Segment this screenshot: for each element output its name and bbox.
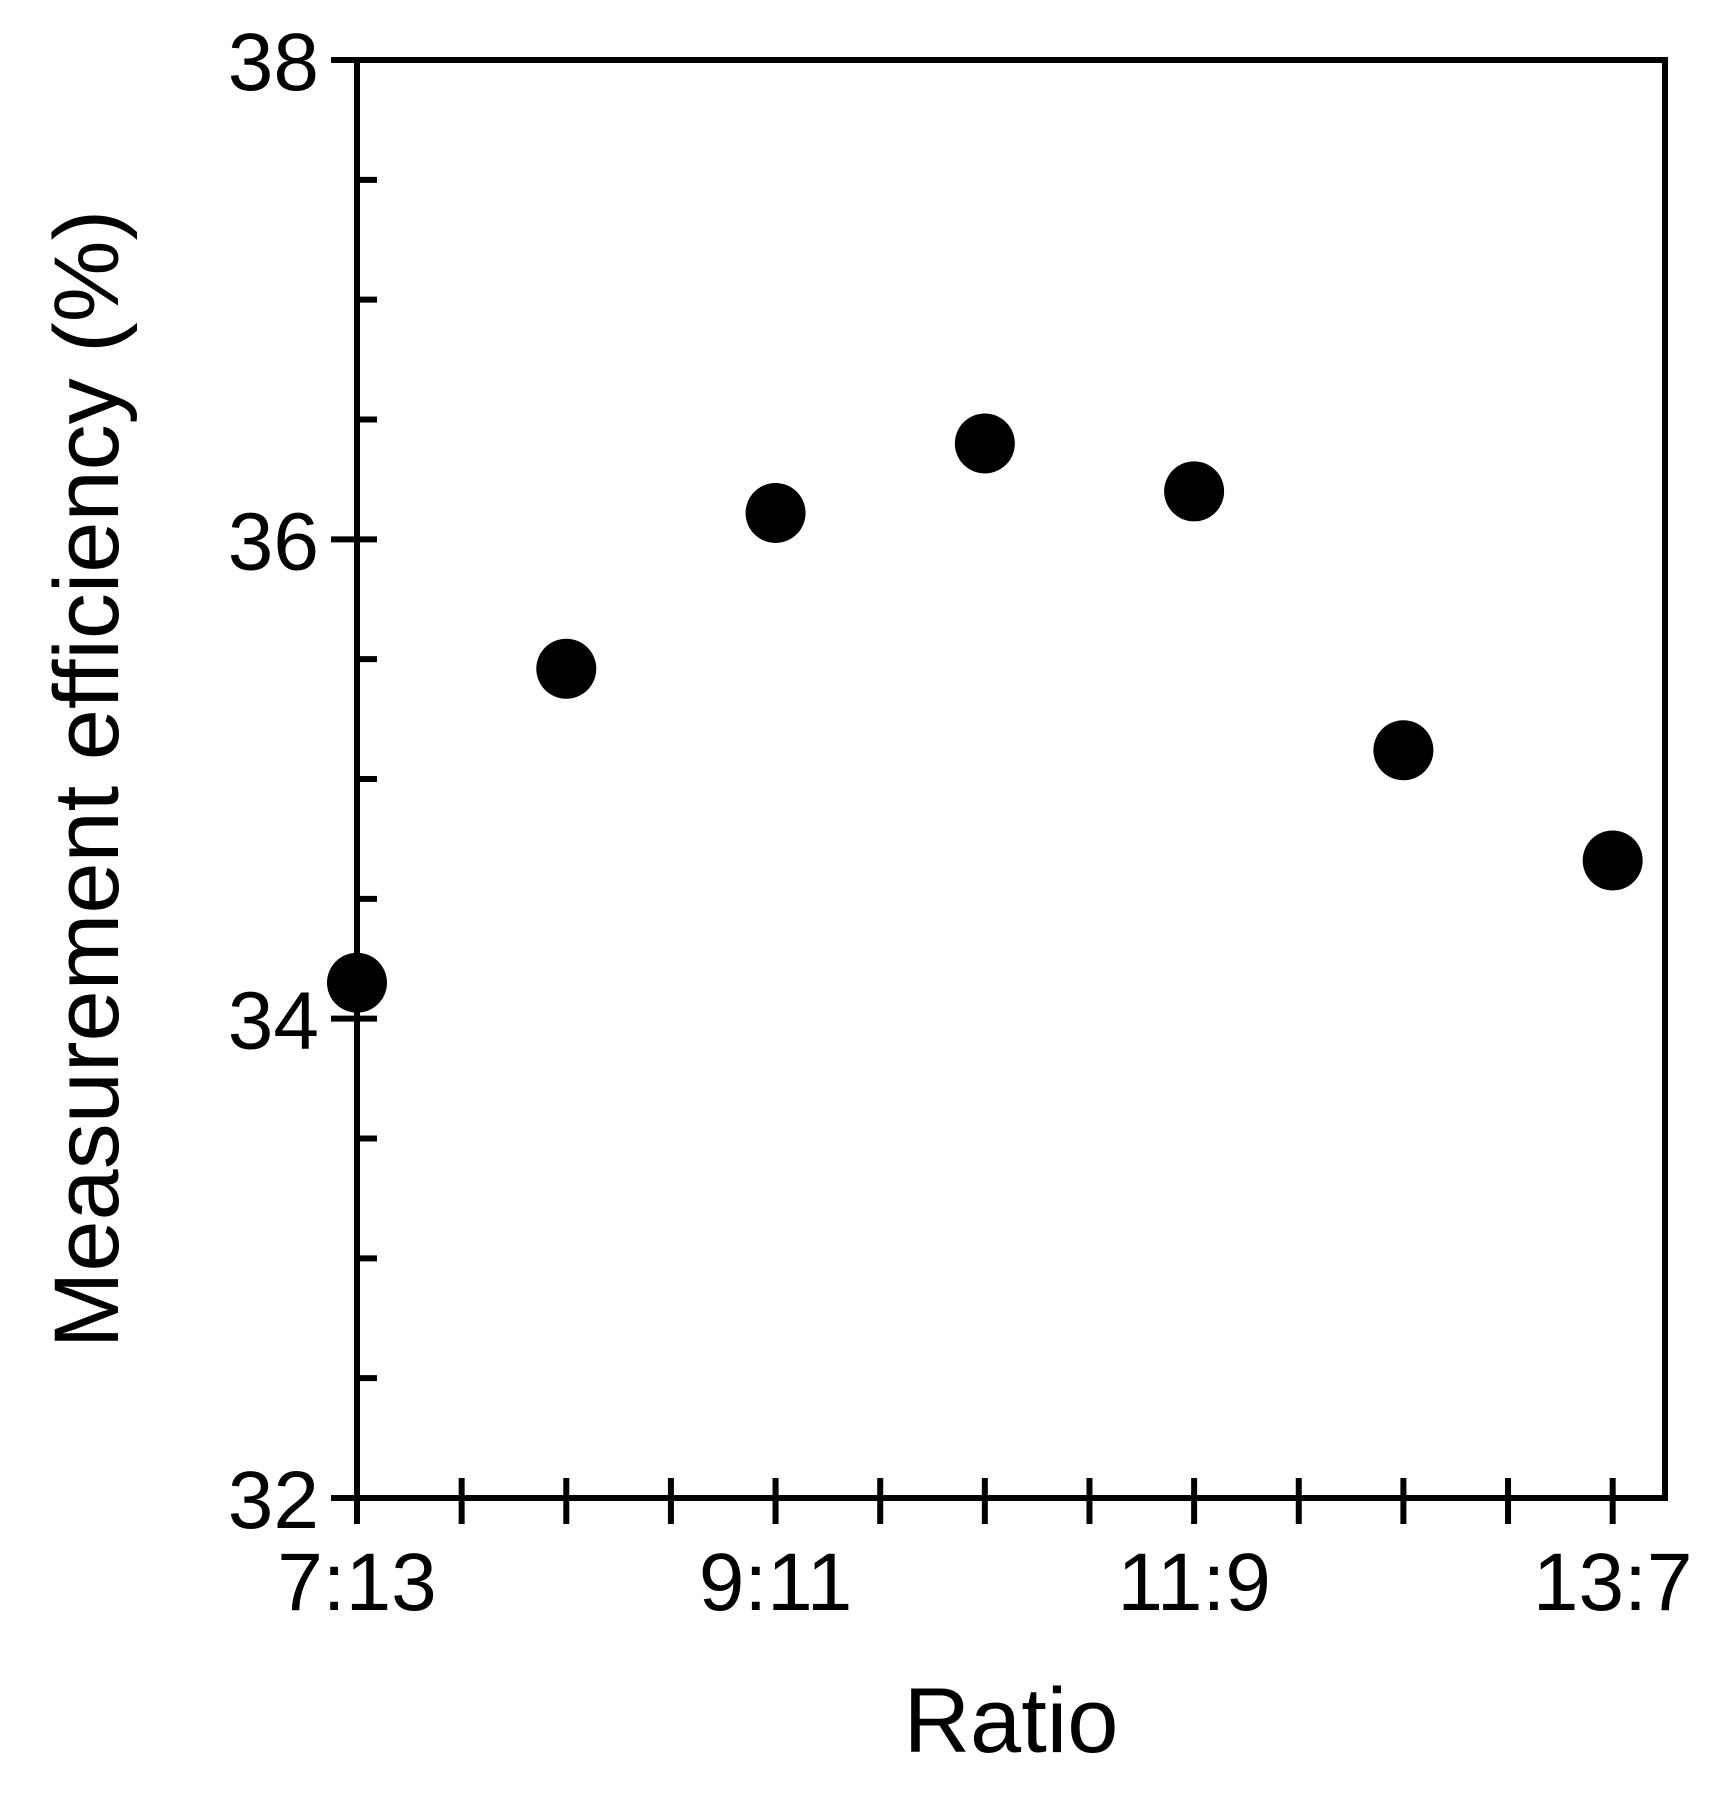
x-axis-title: Ratio xyxy=(904,1670,1119,1772)
y-tick-label: 34 xyxy=(228,976,319,1067)
data-point xyxy=(745,482,806,543)
x-axis-tick-labels: 7:13 9:11 11:9 13:7 xyxy=(277,1537,1692,1628)
x-tick-label: 9:11 xyxy=(699,1537,853,1628)
x-tick-label: 11:9 xyxy=(1117,1537,1271,1628)
y-tick-label: 38 xyxy=(228,17,319,108)
y-tick-label: 32 xyxy=(228,1455,319,1546)
y-axis-tick-labels: 32 34 36 38 xyxy=(228,17,319,1546)
y-tick-label: 36 xyxy=(228,496,319,587)
y-axis-title: Measurement efficiency (%) xyxy=(36,210,138,1349)
plot-frame xyxy=(354,57,1668,1501)
data-points xyxy=(327,413,1643,1013)
plot-border xyxy=(354,57,1668,1501)
y-axis-ticks xyxy=(331,57,377,1501)
x-tick-label: 7:13 xyxy=(277,1537,437,1628)
data-point xyxy=(1164,461,1225,522)
x-axis-ticks xyxy=(354,1478,1616,1524)
data-point xyxy=(1373,720,1434,781)
data-point xyxy=(327,952,387,1013)
data-point xyxy=(954,413,1015,474)
data-point xyxy=(536,638,597,699)
x-tick-label: 13:7 xyxy=(1533,1537,1693,1628)
data-point xyxy=(1582,830,1643,891)
